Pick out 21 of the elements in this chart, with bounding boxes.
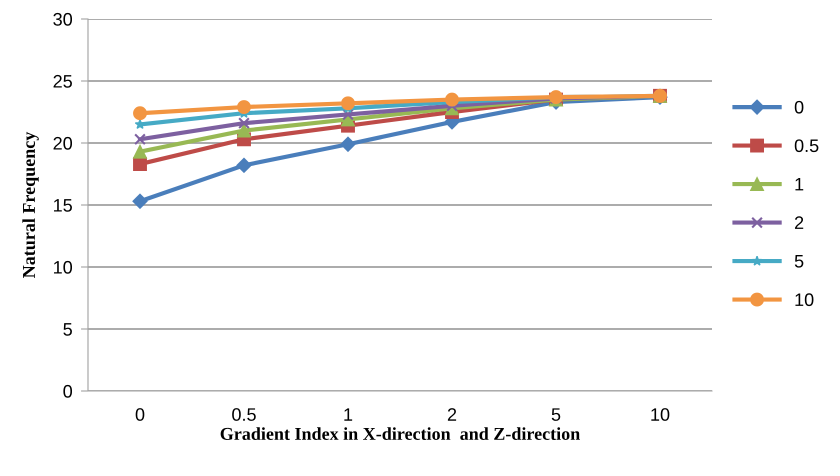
x-tick-label: 2: [448, 408, 456, 421]
legend-label: 1: [795, 178, 804, 190]
x-tick-label: 0: [136, 408, 144, 421]
y-tick-label: 30: [53, 12, 72, 26]
x-tick-label: 10: [651, 408, 670, 421]
y-tick-label: 25: [54, 74, 72, 88]
y-tick-label: 10: [54, 260, 72, 274]
legend-label: 0.5: [794, 139, 818, 152]
legend-label: 10: [795, 293, 814, 306]
legend-label: 0: [794, 100, 804, 114]
y-axis-title: Natural Frequency: [22, 132, 39, 278]
y-tick-label: 0: [63, 384, 72, 398]
x-axis-title: Gradient Index in X-direction and Z-direction: [220, 427, 580, 440]
y-tick-label: 15: [54, 199, 72, 212]
x-tick-label: 0.5: [232, 408, 256, 421]
x-tick-label: 5: [552, 408, 560, 421]
legend-label: 5: [794, 254, 804, 268]
legend-label: 2: [794, 216, 804, 229]
y-tick-label: 5: [63, 323, 72, 336]
y-tick-label: 20: [54, 136, 72, 150]
x-tick-label: 1: [344, 408, 352, 421]
